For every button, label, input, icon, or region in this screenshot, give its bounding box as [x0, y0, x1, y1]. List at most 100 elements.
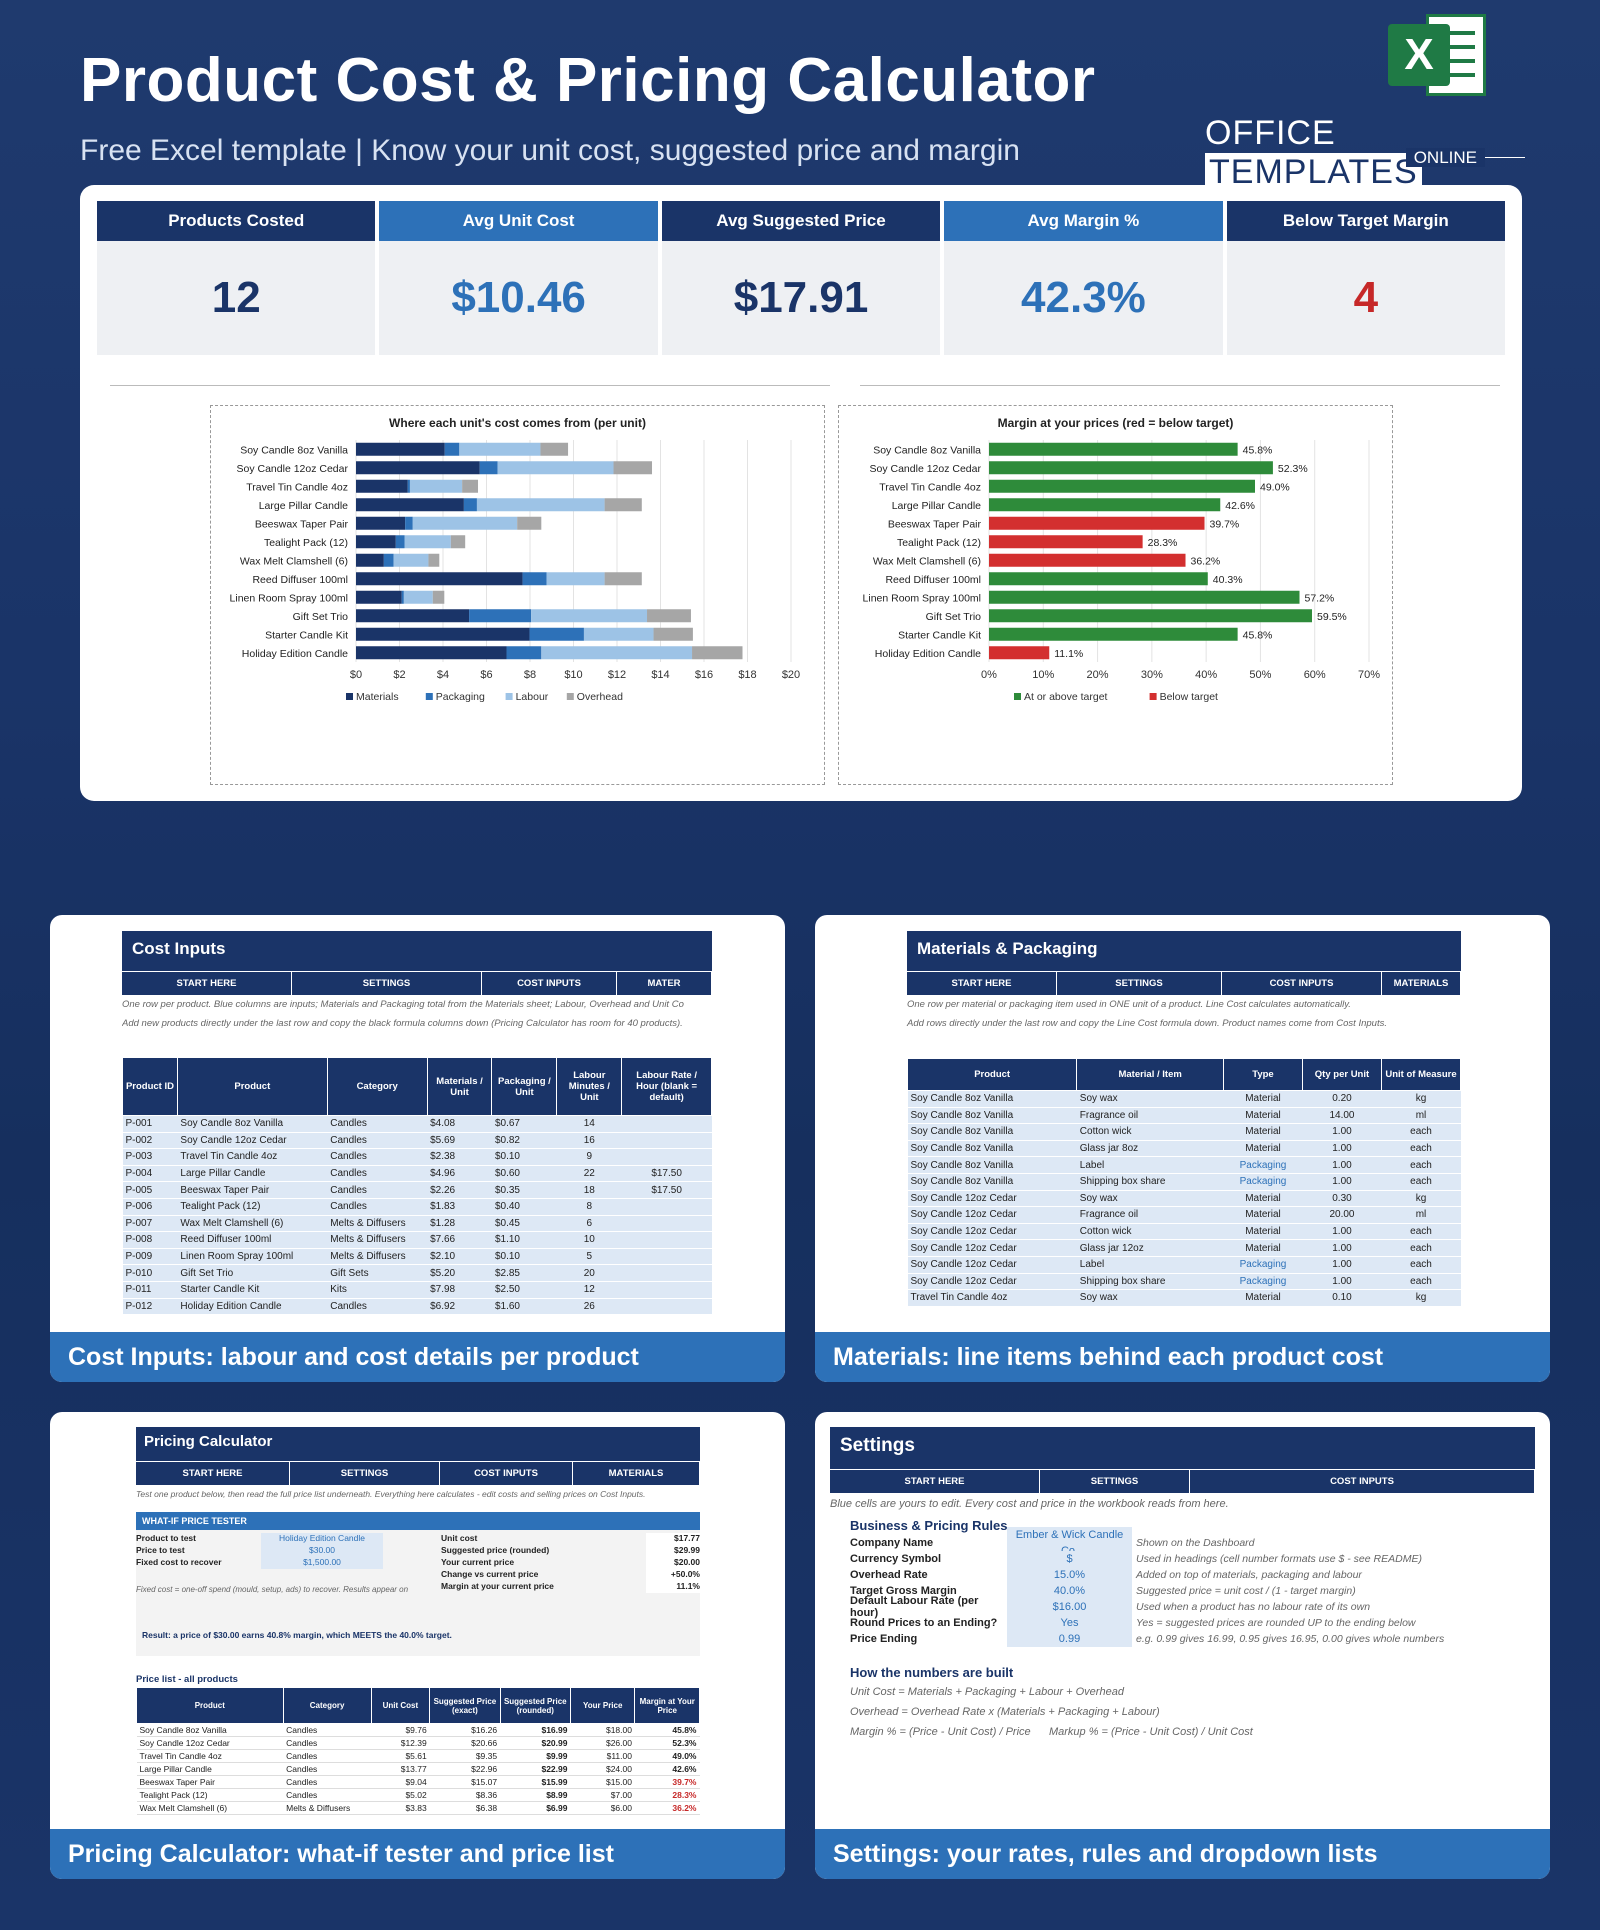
x-tick-label: $14 — [651, 669, 669, 681]
column-header[interactable]: Unit Cost — [370, 1687, 431, 1724]
category-label: Wax Melt Clamshell (6) — [873, 555, 981, 567]
page-title: Product Cost & Pricing Calculator — [80, 46, 1096, 115]
sheet-tab[interactable]: SETTINGS — [1040, 1470, 1190, 1493]
bar-segment — [462, 479, 479, 493]
table-row: Large Pillar Candle Candles $13.77 $22.96 $2… — [136, 1762, 700, 1776]
sheet-tab[interactable]: COST INPUTS — [482, 972, 617, 995]
category-label: Reed Diffuser 100ml — [252, 574, 348, 586]
rule-input[interactable]: $16.00 — [1007, 1598, 1132, 1616]
column-header[interactable]: Product ID — [122, 1057, 178, 1116]
tester-output: $17.77 — [646, 1533, 700, 1545]
bar-segment — [529, 627, 584, 641]
x-tick-label: $10 — [564, 669, 582, 681]
bar-segment — [604, 498, 642, 512]
sheet-tab[interactable]: START HERE — [122, 972, 292, 995]
bar-segment — [356, 553, 384, 567]
column-header[interactable]: Type — [1222, 1058, 1303, 1091]
materials-sheet: Materials & Packaging START HERE SETTINGS… — [906, 931, 1462, 1307]
column-header[interactable]: Suggested Price (rounded) — [499, 1687, 571, 1724]
table-row: P-005 Beeswax Taper Pair Candles $2.26 $0.35… — [122, 1181, 712, 1199]
legend-swatch — [566, 693, 574, 700]
sheet-title: Cost Inputs — [122, 931, 712, 971]
column-header[interactable]: Your Price — [569, 1687, 636, 1724]
tester-input[interactable]: Holiday Edition Candle — [261, 1533, 383, 1545]
column-header[interactable]: Qty per Unit — [1301, 1058, 1382, 1091]
category-label: Tealight Pack (12) — [897, 537, 981, 549]
sheet-tab[interactable]: SETTINGS — [1057, 972, 1222, 995]
rule-input[interactable]: 0.99 — [1007, 1630, 1132, 1648]
tester-input[interactable]: $30.00 — [261, 1545, 383, 1557]
sheet-tab[interactable]: START HERE — [907, 972, 1057, 995]
page-subtitle: Free Excel template | Know your unit cos… — [80, 134, 1020, 167]
column-header[interactable]: Category — [326, 1057, 428, 1116]
tester-result: Result: a price of $30.00 earns 40.8% ma… — [142, 1630, 452, 1640]
sheet-tab[interactable]: SETTINGS — [290, 1462, 440, 1485]
tester-input[interactable]: $1,500.00 — [261, 1557, 383, 1569]
bar-segment — [401, 590, 404, 604]
rule-row: Round Prices to an Ending? Yes Yes = sugge… — [850, 1614, 1535, 1632]
rule-input[interactable]: $ — [1007, 1550, 1132, 1568]
excel-icon: X — [1388, 14, 1498, 109]
legend-label: Materials — [356, 691, 399, 703]
bar-segment — [412, 516, 518, 530]
rule-input[interactable]: Yes — [1007, 1614, 1132, 1632]
category-label: Beeswax Taper Pair — [888, 518, 982, 530]
rule-input[interactable]: 40.0% — [1007, 1582, 1132, 1600]
column-header[interactable]: Product — [136, 1687, 284, 1724]
column-header[interactable]: Category — [282, 1687, 372, 1724]
table-row: P-007 Wax Melt Clamshell (6) Melts & Diffu… — [122, 1215, 712, 1233]
card-caption: Cost Inputs: labour and cost details per… — [50, 1332, 785, 1382]
formula-line: Unit Cost = Materials + Packaging + Labo… — [850, 1686, 1124, 1698]
rule-row: Price Ending 0.99 e.g. 0.99 gives 16.99, 0… — [850, 1630, 1535, 1648]
price-list-title: Price list - all products — [136, 1674, 238, 1685]
legend-swatch — [1014, 693, 1021, 700]
category-label: Soy Candle 8oz Vanilla — [240, 444, 348, 456]
column-header[interactable]: Product — [176, 1057, 328, 1116]
category-label: Holiday Edition Candle — [242, 648, 348, 660]
tester-output: +50.0% — [646, 1569, 700, 1581]
tester-row: Change vs current price +50.0% — [441, 1569, 700, 1581]
table-row: P-002 Soy Candle 12oz Cedar Candles $5.69 $0… — [122, 1132, 712, 1150]
bar-segment — [356, 609, 470, 623]
formula-list: Unit Cost = Materials + Packaging + Labo… — [850, 1682, 1535, 1742]
sheet-tab[interactable]: COST INPUTS — [440, 1462, 573, 1485]
legend-label: Below target — [1160, 691, 1218, 703]
sheet-tab[interactable]: START HERE — [136, 1462, 290, 1485]
kpi-label: Avg Suggested Price — [661, 201, 941, 241]
settings-card: Settings START HERE SETTINGS COST INPUTS B… — [815, 1412, 1550, 1879]
tester-label: Your current price — [441, 1557, 515, 1567]
x-tick-label: $18 — [738, 669, 756, 681]
sheet-tab[interactable]: MATER — [617, 972, 712, 995]
bar-segment — [428, 553, 440, 567]
cost-inputs-table: Product ID Product Category Materials / Uni… — [122, 1057, 712, 1316]
rule-input[interactable]: 15.0% — [1007, 1566, 1132, 1584]
dashboard-panel: Products Costed 12 Avg Unit Cost $10.46 Avg … — [80, 185, 1522, 801]
cost-inputs-sheet: Cost Inputs START HERE SETTINGS COST INPUT… — [122, 931, 712, 1316]
x-tick-label: 20% — [1087, 669, 1109, 681]
column-header[interactable]: Materials / Unit — [426, 1057, 493, 1116]
bar-segment — [409, 479, 463, 493]
column-header[interactable]: Packaging / Unit — [491, 1057, 558, 1116]
column-header[interactable]: Suggested Price (exact) — [429, 1687, 501, 1724]
column-header[interactable]: Labour Minutes / Unit — [556, 1057, 623, 1116]
sheet-tab[interactable]: MATERIALS — [1382, 972, 1461, 995]
x-tick-label: 0% — [981, 669, 997, 681]
column-header[interactable]: Margin at Your Price — [634, 1687, 700, 1724]
bar-segment — [432, 590, 445, 604]
sheet-tab[interactable]: SETTINGS — [292, 972, 482, 995]
column-header[interactable]: Product — [906, 1058, 1078, 1091]
table-row: Soy Candle 8oz Vanilla Soy wax Material 0.2… — [907, 1090, 1461, 1108]
chart-title: Margin at your prices (red = below targe… — [997, 416, 1234, 430]
column-header[interactable]: Labour Rate / Hour (blank = default) — [621, 1057, 712, 1116]
bar-segment — [613, 461, 653, 475]
column-header[interactable]: Material / Item — [1076, 1058, 1224, 1091]
sheet-tab[interactable]: START HERE — [830, 1470, 1040, 1493]
margin-bar — [989, 479, 1255, 493]
sheet-tab[interactable]: MATERIALS — [573, 1462, 700, 1485]
bar-segment — [463, 498, 477, 512]
sheet-tab[interactable]: COST INPUTS — [1190, 1470, 1535, 1493]
table-row: Soy Candle 12oz Cedar Soy wax Material 0.30… — [907, 1190, 1461, 1208]
sheet-tab[interactable]: COST INPUTS — [1222, 972, 1382, 995]
column-header[interactable]: Unit of Measure — [1380, 1058, 1462, 1091]
sheet-note: Add rows directly under the last row and… — [907, 1018, 1387, 1029]
